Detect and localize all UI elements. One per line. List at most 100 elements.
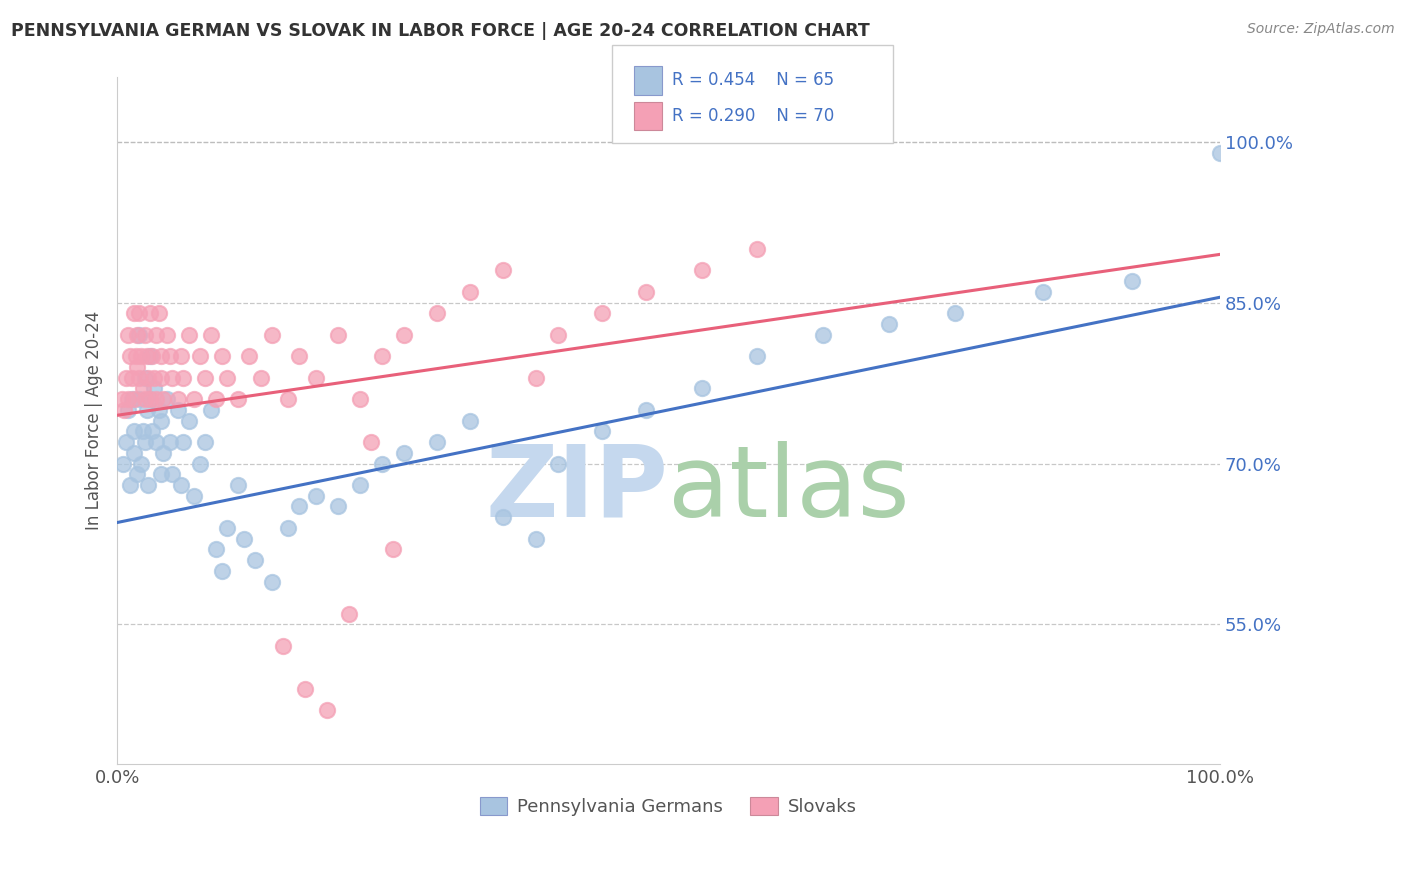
Point bbox=[172, 435, 194, 450]
Point bbox=[811, 327, 834, 342]
Point bbox=[128, 327, 150, 342]
Point bbox=[145, 392, 167, 407]
Point bbox=[326, 327, 349, 342]
Point bbox=[122, 392, 145, 407]
Point bbox=[125, 359, 148, 374]
Point bbox=[139, 306, 162, 320]
Point bbox=[260, 574, 283, 589]
Point bbox=[217, 521, 239, 535]
Point bbox=[249, 370, 271, 384]
Point bbox=[200, 327, 222, 342]
Point bbox=[349, 392, 371, 407]
Point bbox=[458, 414, 481, 428]
Point bbox=[524, 532, 547, 546]
Point bbox=[200, 403, 222, 417]
Point bbox=[121, 370, 143, 384]
Point bbox=[492, 263, 515, 277]
Point bbox=[745, 242, 768, 256]
Point bbox=[128, 370, 150, 384]
Point bbox=[349, 478, 371, 492]
Point bbox=[117, 327, 139, 342]
Point bbox=[177, 414, 200, 428]
Point bbox=[112, 403, 135, 417]
Point bbox=[371, 457, 394, 471]
Point bbox=[115, 370, 138, 384]
Point bbox=[228, 478, 250, 492]
Point bbox=[288, 500, 311, 514]
Point bbox=[591, 306, 613, 320]
Point bbox=[326, 500, 349, 514]
Point bbox=[156, 392, 179, 407]
Point bbox=[547, 327, 569, 342]
Point bbox=[188, 349, 211, 363]
Point bbox=[120, 478, 142, 492]
Point bbox=[492, 510, 515, 524]
Point bbox=[211, 349, 233, 363]
Point bbox=[141, 349, 163, 363]
Point bbox=[170, 349, 193, 363]
Point bbox=[381, 542, 404, 557]
Point bbox=[122, 446, 145, 460]
Point bbox=[745, 349, 768, 363]
Point bbox=[136, 478, 159, 492]
Point bbox=[260, 327, 283, 342]
Point bbox=[166, 403, 188, 417]
Point bbox=[148, 403, 170, 417]
Point bbox=[1032, 285, 1054, 299]
Point bbox=[426, 435, 449, 450]
Point bbox=[159, 349, 181, 363]
Point bbox=[139, 349, 162, 363]
Point bbox=[125, 349, 148, 363]
Point bbox=[392, 327, 415, 342]
Point bbox=[110, 392, 132, 407]
Point bbox=[150, 467, 173, 482]
Point bbox=[111, 457, 134, 471]
Point bbox=[128, 392, 150, 407]
Text: PENNSYLVANIA GERMAN VS SLOVAK IN LABOR FORCE | AGE 20-24 CORRELATION CHART: PENNSYLVANIA GERMAN VS SLOVAK IN LABOR F… bbox=[11, 22, 870, 40]
Point bbox=[360, 435, 382, 450]
Point bbox=[162, 370, 184, 384]
Point bbox=[142, 370, 165, 384]
Point bbox=[547, 457, 569, 471]
Point bbox=[217, 370, 239, 384]
Point bbox=[188, 457, 211, 471]
Point bbox=[337, 607, 360, 621]
Point bbox=[458, 285, 481, 299]
Point bbox=[150, 349, 173, 363]
Point bbox=[1209, 145, 1232, 160]
Text: Source: ZipAtlas.com: Source: ZipAtlas.com bbox=[1247, 22, 1395, 37]
Point bbox=[136, 403, 159, 417]
Point bbox=[162, 467, 184, 482]
Point bbox=[117, 392, 139, 407]
Text: R = 0.290    N = 70: R = 0.290 N = 70 bbox=[672, 107, 834, 125]
Point bbox=[294, 681, 316, 696]
Point bbox=[125, 467, 148, 482]
Point bbox=[177, 327, 200, 342]
Point bbox=[277, 392, 299, 407]
Text: ZIP: ZIP bbox=[485, 441, 668, 538]
Point bbox=[194, 435, 217, 450]
Point bbox=[131, 349, 153, 363]
Point bbox=[877, 317, 900, 331]
Point bbox=[690, 381, 713, 395]
Point bbox=[1121, 274, 1143, 288]
Point bbox=[122, 425, 145, 439]
Point bbox=[131, 425, 153, 439]
Point bbox=[690, 263, 713, 277]
Point bbox=[172, 370, 194, 384]
Point bbox=[136, 370, 159, 384]
Point bbox=[115, 435, 138, 450]
Point bbox=[304, 370, 326, 384]
Point bbox=[134, 392, 156, 407]
Text: R = 0.454    N = 65: R = 0.454 N = 65 bbox=[672, 71, 834, 89]
Point bbox=[943, 306, 966, 320]
Point bbox=[142, 381, 165, 395]
Point bbox=[288, 349, 311, 363]
Point bbox=[636, 285, 658, 299]
Point bbox=[205, 392, 228, 407]
Point bbox=[152, 446, 174, 460]
Point bbox=[315, 703, 337, 717]
Point bbox=[392, 446, 415, 460]
Point bbox=[145, 435, 167, 450]
Point bbox=[131, 457, 153, 471]
